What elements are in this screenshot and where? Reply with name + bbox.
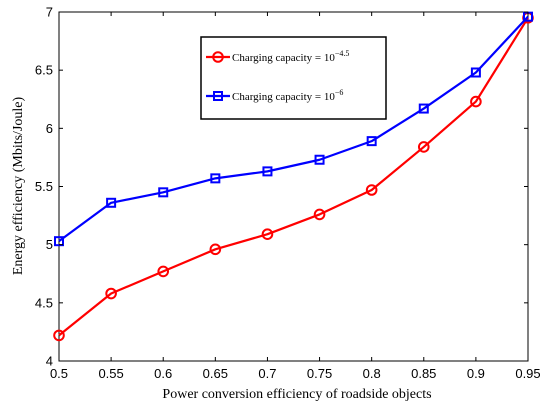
x-tick-label: 0.95 xyxy=(515,366,540,381)
y-tick-label: 6 xyxy=(46,121,53,136)
y-tick-label: 5 xyxy=(46,237,53,252)
legend-marker xyxy=(213,91,223,101)
x-tick-label: 0.75 xyxy=(307,366,332,381)
x-tick-label: 0.5 xyxy=(50,366,68,381)
data-point xyxy=(470,95,482,108)
data-point xyxy=(158,187,169,198)
data-point xyxy=(54,236,64,247)
data-point xyxy=(417,141,430,153)
x-tick-label: 0.6 xyxy=(154,366,172,381)
data-point xyxy=(105,287,117,300)
legend-label-exponent: −6 xyxy=(335,88,344,97)
y-axis: 4 4.5 5 5.5 6 6.5 7 xyxy=(35,5,528,369)
data-point xyxy=(157,265,170,278)
legend-entry: Charging capacity = 10−4.5 xyxy=(206,49,349,64)
legend-label: Charging capacity = 10−4.5 xyxy=(232,49,349,64)
x-tick-label: 0.55 xyxy=(98,366,123,381)
data-point xyxy=(470,67,481,78)
legend-entry: Charging capacity = 10−6 xyxy=(206,88,343,103)
data-point xyxy=(106,197,117,208)
series-line xyxy=(58,15,529,243)
data-point xyxy=(314,154,325,165)
data-point xyxy=(365,184,378,196)
data-point xyxy=(418,103,429,114)
data-point xyxy=(366,136,377,147)
y-tick-label: 4 xyxy=(46,354,53,369)
data-point xyxy=(209,243,222,256)
legend-label-exponent: −4.5 xyxy=(335,49,350,58)
x-tick-label: 0.9 xyxy=(467,366,485,381)
legend-label: Charging capacity = 10−6 xyxy=(232,88,343,103)
data-point xyxy=(261,228,274,240)
data-point xyxy=(313,208,326,221)
y-tick-label: 5.5 xyxy=(35,179,53,194)
y-axis-label: Energy efficiency (Mbits/Joule) xyxy=(11,97,26,276)
legend-label-base: Charging capacity = 10 xyxy=(232,91,335,103)
y-tick-label: 7 xyxy=(46,5,53,20)
x-axis: 0.5 0.55 0.6 0.65 0.7 0.75 0.8 0.85 0.9 0.95 xyxy=(50,12,540,381)
x-axis-label: Power conversion efficiency of roadside … xyxy=(162,387,431,402)
y-tick-label: 6.5 xyxy=(35,63,53,78)
x-tick-label: 0.8 xyxy=(363,366,381,381)
legend-label-base: Charging capacity = 10 xyxy=(232,52,335,64)
legend-marker xyxy=(212,51,224,63)
series-charging-capacity-10e-6 xyxy=(54,11,533,247)
x-tick-label: 0.7 xyxy=(258,366,276,381)
data-point xyxy=(262,166,273,177)
data-point xyxy=(53,329,65,342)
x-tick-label: 0.85 xyxy=(411,366,436,381)
series-layer xyxy=(53,11,534,342)
x-tick-label: 0.65 xyxy=(203,366,228,381)
y-tick-label: 4.5 xyxy=(35,295,53,310)
data-point xyxy=(210,173,221,184)
legend-box xyxy=(200,36,387,120)
series-line xyxy=(58,17,529,337)
